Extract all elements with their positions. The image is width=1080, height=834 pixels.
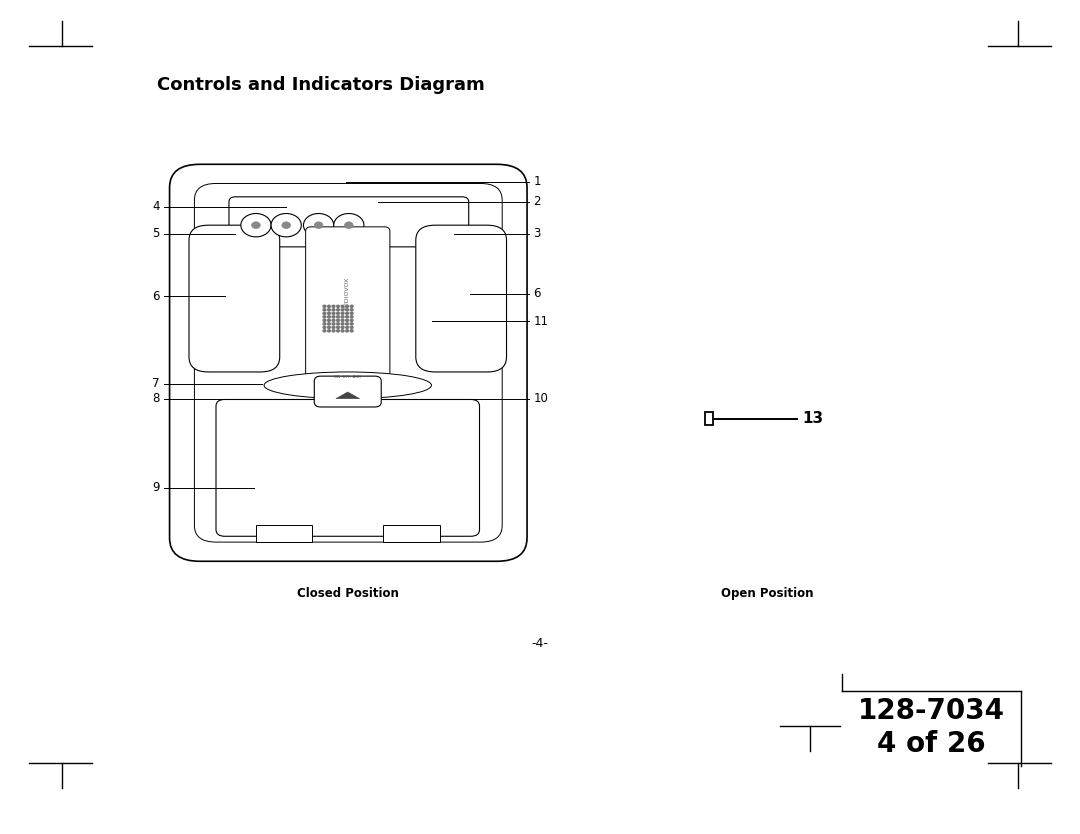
Circle shape <box>333 323 335 325</box>
Circle shape <box>346 309 349 311</box>
Circle shape <box>252 222 260 229</box>
Text: 13: 13 <box>802 411 824 426</box>
Circle shape <box>327 329 330 332</box>
Circle shape <box>333 312 335 314</box>
Circle shape <box>345 222 353 229</box>
Circle shape <box>341 323 343 325</box>
Circle shape <box>323 309 326 311</box>
Circle shape <box>341 305 343 308</box>
Circle shape <box>241 214 271 237</box>
Circle shape <box>341 329 343 332</box>
Circle shape <box>333 319 335 321</box>
Circle shape <box>346 319 349 321</box>
Circle shape <box>346 305 349 308</box>
Circle shape <box>303 214 334 237</box>
Circle shape <box>350 309 353 311</box>
FancyBboxPatch shape <box>189 225 280 372</box>
Text: 3: 3 <box>534 227 541 240</box>
Text: Closed Position: Closed Position <box>297 587 399 600</box>
Circle shape <box>327 326 330 329</box>
Circle shape <box>346 323 349 325</box>
Circle shape <box>334 214 364 237</box>
Circle shape <box>327 319 330 321</box>
Circle shape <box>333 326 335 329</box>
Circle shape <box>341 319 343 321</box>
Circle shape <box>327 312 330 314</box>
Text: 1: 1 <box>534 175 541 188</box>
Circle shape <box>350 312 353 314</box>
Circle shape <box>323 319 326 321</box>
Circle shape <box>327 323 330 325</box>
Circle shape <box>346 316 349 318</box>
Circle shape <box>337 323 339 325</box>
Bar <box>256 525 312 542</box>
Text: 11: 11 <box>534 314 549 328</box>
Circle shape <box>333 316 335 318</box>
Text: 4: 4 <box>152 200 160 214</box>
FancyBboxPatch shape <box>416 225 507 372</box>
Circle shape <box>337 319 339 321</box>
Circle shape <box>333 305 335 308</box>
Circle shape <box>314 222 323 229</box>
Text: 9: 9 <box>152 481 160 495</box>
Circle shape <box>327 309 330 311</box>
Text: 4 of 26: 4 of 26 <box>877 730 985 758</box>
Text: 8: 8 <box>152 392 160 405</box>
FancyBboxPatch shape <box>170 164 527 561</box>
Circle shape <box>323 316 326 318</box>
Circle shape <box>337 316 339 318</box>
Circle shape <box>337 312 339 314</box>
Text: AUDIOVOX: AUDIOVOX <box>346 277 350 310</box>
Circle shape <box>282 222 291 229</box>
Circle shape <box>323 323 326 325</box>
Text: Controls and Indicators Diagram: Controls and Indicators Diagram <box>157 76 484 94</box>
Circle shape <box>341 312 343 314</box>
Ellipse shape <box>265 372 432 399</box>
Circle shape <box>337 309 339 311</box>
FancyBboxPatch shape <box>314 376 381 407</box>
Text: 2: 2 <box>534 195 541 208</box>
Circle shape <box>333 329 335 332</box>
Circle shape <box>327 305 330 308</box>
Text: 5: 5 <box>152 227 160 240</box>
Circle shape <box>333 309 335 311</box>
Circle shape <box>271 214 301 237</box>
Circle shape <box>346 312 349 314</box>
Text: Open Position: Open Position <box>720 587 813 600</box>
Circle shape <box>337 329 339 332</box>
Text: ON  OFF  AUX: ON OFF AUX <box>335 375 361 379</box>
Circle shape <box>346 329 349 332</box>
Bar <box>383 525 440 542</box>
FancyBboxPatch shape <box>216 399 480 536</box>
Circle shape <box>323 329 326 332</box>
Circle shape <box>337 305 339 308</box>
Circle shape <box>350 305 353 308</box>
Text: 6: 6 <box>534 287 541 300</box>
Circle shape <box>350 319 353 321</box>
Circle shape <box>341 316 343 318</box>
Text: 128-7034: 128-7034 <box>858 696 1004 725</box>
Circle shape <box>350 323 353 325</box>
Circle shape <box>323 305 326 308</box>
Text: -4-: -4- <box>531 637 549 651</box>
Text: 6: 6 <box>152 289 160 303</box>
Circle shape <box>337 326 339 329</box>
Circle shape <box>323 312 326 314</box>
Circle shape <box>346 326 349 329</box>
Circle shape <box>350 329 353 332</box>
Circle shape <box>323 326 326 329</box>
Circle shape <box>327 316 330 318</box>
FancyBboxPatch shape <box>306 227 390 381</box>
Polygon shape <box>336 392 360 399</box>
Bar <box>705 412 713 425</box>
Circle shape <box>341 309 343 311</box>
Text: 7: 7 <box>152 377 160 390</box>
Circle shape <box>350 326 353 329</box>
Circle shape <box>341 326 343 329</box>
Text: 10: 10 <box>534 392 549 405</box>
FancyBboxPatch shape <box>229 197 469 247</box>
Circle shape <box>350 316 353 318</box>
